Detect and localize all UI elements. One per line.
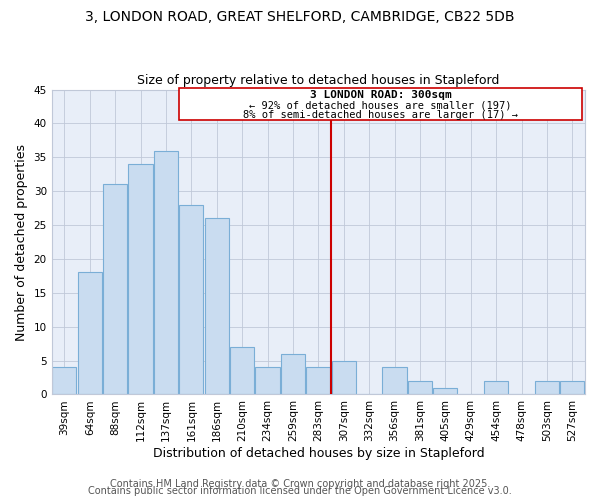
Bar <box>128 164 152 394</box>
Bar <box>154 150 178 394</box>
Bar <box>306 368 331 394</box>
Bar <box>77 272 102 394</box>
Text: 3, LONDON ROAD, GREAT SHELFORD, CAMBRIDGE, CB22 5DB: 3, LONDON ROAD, GREAT SHELFORD, CAMBRIDG… <box>85 10 515 24</box>
Bar <box>103 184 127 394</box>
Bar <box>560 381 584 394</box>
Bar <box>256 368 280 394</box>
X-axis label: Distribution of detached houses by size in Stapleford: Distribution of detached houses by size … <box>152 447 484 460</box>
Y-axis label: Number of detached properties: Number of detached properties <box>15 144 28 340</box>
Bar <box>382 368 407 394</box>
Bar <box>230 347 254 395</box>
Bar <box>281 354 305 395</box>
Text: Contains public sector information licensed under the Open Government Licence v3: Contains public sector information licen… <box>88 486 512 496</box>
Text: 3 LONDON ROAD: 300sqm: 3 LONDON ROAD: 300sqm <box>310 90 451 100</box>
Bar <box>535 381 559 394</box>
Text: ← 92% of detached houses are smaller (197): ← 92% of detached houses are smaller (19… <box>250 100 512 110</box>
Bar <box>484 381 508 394</box>
Bar <box>408 381 432 394</box>
Bar <box>205 218 229 394</box>
Text: 8% of semi-detached houses are larger (17) →: 8% of semi-detached houses are larger (1… <box>243 110 518 120</box>
Bar <box>332 360 356 394</box>
Bar <box>433 388 457 394</box>
FancyBboxPatch shape <box>179 88 583 120</box>
Text: Contains HM Land Registry data © Crown copyright and database right 2025.: Contains HM Land Registry data © Crown c… <box>110 479 490 489</box>
Bar <box>179 204 203 394</box>
Bar <box>52 368 76 394</box>
Title: Size of property relative to detached houses in Stapleford: Size of property relative to detached ho… <box>137 74 500 87</box>
